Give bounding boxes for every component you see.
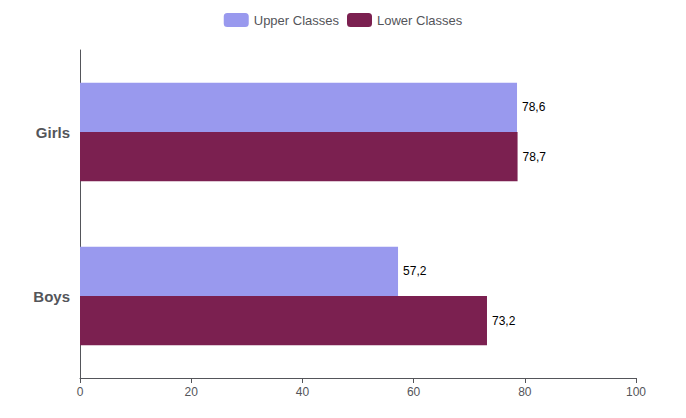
svg-text:60: 60 [407,385,421,399]
svg-text:80: 80 [518,385,532,399]
svg-text:78,6: 78,6 [522,100,546,114]
svg-text:40: 40 [296,385,310,399]
svg-text:Lower Classes: Lower Classes [377,13,463,28]
svg-text:0: 0 [77,385,84,399]
svg-text:73,2: 73,2 [492,314,516,328]
svg-text:Girls: Girls [36,124,70,141]
svg-text:78,7: 78,7 [523,150,547,164]
svg-text:100: 100 [626,385,646,399]
svg-text:57,2: 57,2 [403,264,427,278]
svg-text:Upper Classes: Upper Classes [254,13,340,28]
svg-text:20: 20 [185,385,199,399]
svg-text:Boys: Boys [33,288,70,305]
